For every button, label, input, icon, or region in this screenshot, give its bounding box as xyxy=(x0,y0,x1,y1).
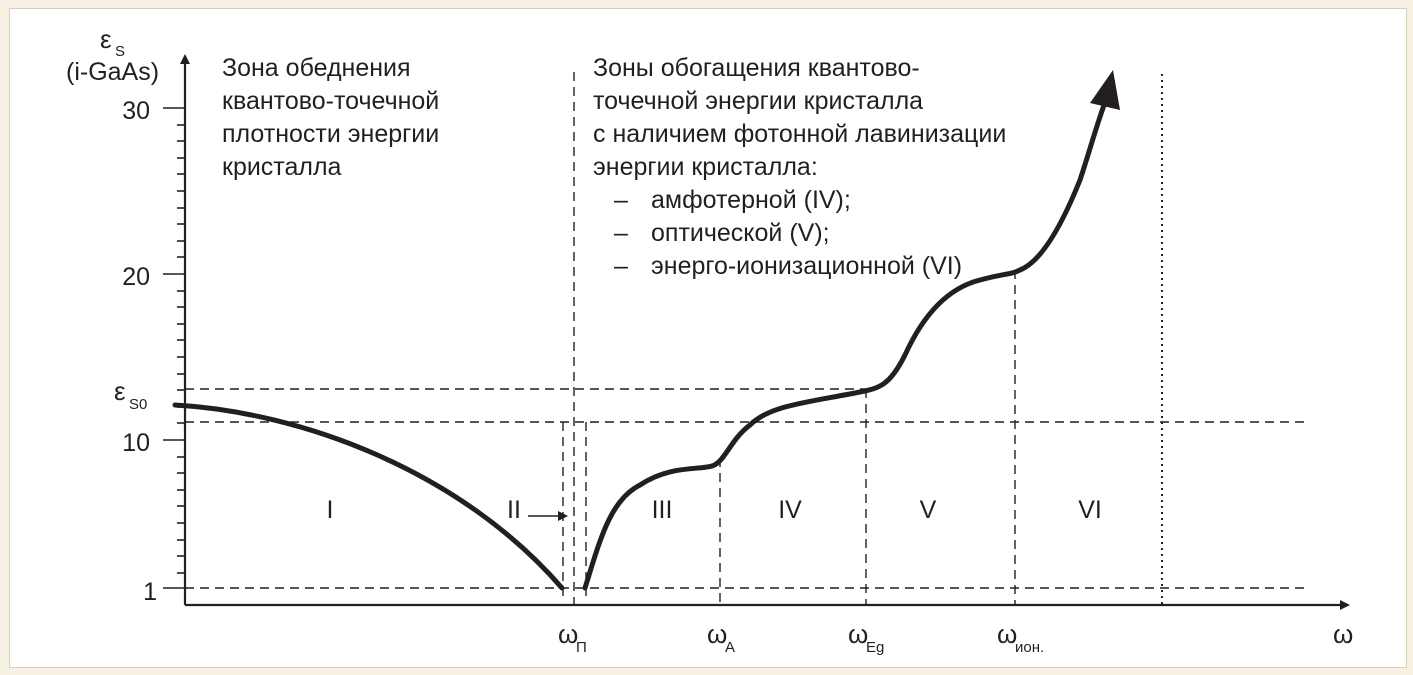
omega-eg-symbol: ω xyxy=(848,619,868,649)
zone-vi-label: VI xyxy=(1078,496,1102,524)
zone-iv-label: IV xyxy=(778,496,802,524)
omega-eg-subscript: Eg xyxy=(866,639,884,656)
x-axis-label: ω xyxy=(1333,619,1353,649)
left-note-line: Зона обеднения xyxy=(222,54,411,82)
omega-p-symbol: ω xyxy=(558,619,578,649)
zone-v-label: V xyxy=(920,496,937,524)
left-note-line: квантово-точечной xyxy=(222,87,439,115)
left-note-line: кристалла xyxy=(222,153,342,181)
zone-iii-label: III xyxy=(652,496,673,524)
enrichment-arrowhead xyxy=(1090,70,1120,110)
y-axis-ticks xyxy=(163,107,185,589)
es0-subscript: S0 xyxy=(129,396,147,413)
y-axis-symbol-subscript: S xyxy=(115,43,125,60)
zone-ii-label: II xyxy=(507,496,521,524)
depletion-curve xyxy=(172,402,565,591)
left-note-line: плотности энергии xyxy=(222,120,439,148)
bullet-dash: – xyxy=(614,219,628,247)
y-axis-unit-label: (i-GaAs) xyxy=(66,58,159,86)
omega-p-subscript: П xyxy=(576,639,587,656)
y-tick-label-20: 20 xyxy=(122,263,150,291)
right-note-line: с наличием фотонной лавинизации xyxy=(593,120,1006,148)
right-note-line: точечной энергии кристалла xyxy=(593,87,923,115)
es0-symbol: ε xyxy=(114,376,126,406)
omega-a-subscript: А xyxy=(725,639,735,656)
guide-lines xyxy=(185,72,1310,605)
y-tick-label-30: 30 xyxy=(122,97,150,125)
omega-a-symbol: ω xyxy=(707,619,727,649)
omega-ion-symbol: ω xyxy=(997,619,1017,649)
enrichment-zone-note: Зоны обогащения квантово- точечной энерг… xyxy=(593,54,1006,280)
y-axis-symbol: ε xyxy=(100,24,112,54)
bullet-item-optical: оптической (V); xyxy=(651,219,830,247)
bullet-dash: – xyxy=(614,252,628,280)
bullet-item-amphoteric: амфотерной (IV); xyxy=(651,186,851,214)
bullet-item-ionization: энерго-ионизационной (VI) xyxy=(651,252,962,280)
right-note-line: энергии кристалла: xyxy=(593,153,818,181)
enrichment-curve xyxy=(582,97,1109,591)
bullet-dash: – xyxy=(614,186,628,214)
depletion-zone-note: Зона обеднения квантово-точечной плотнос… xyxy=(222,54,439,181)
y-tick-label-10: 10 xyxy=(122,429,150,457)
figure-panel xyxy=(9,8,1407,668)
omega-ion-subscript: ион. xyxy=(1015,639,1044,656)
y-tick-label-1: 1 xyxy=(143,578,157,606)
zone-i-label: I xyxy=(327,496,334,524)
right-note-line: Зоны обогащения квантово- xyxy=(593,54,920,82)
